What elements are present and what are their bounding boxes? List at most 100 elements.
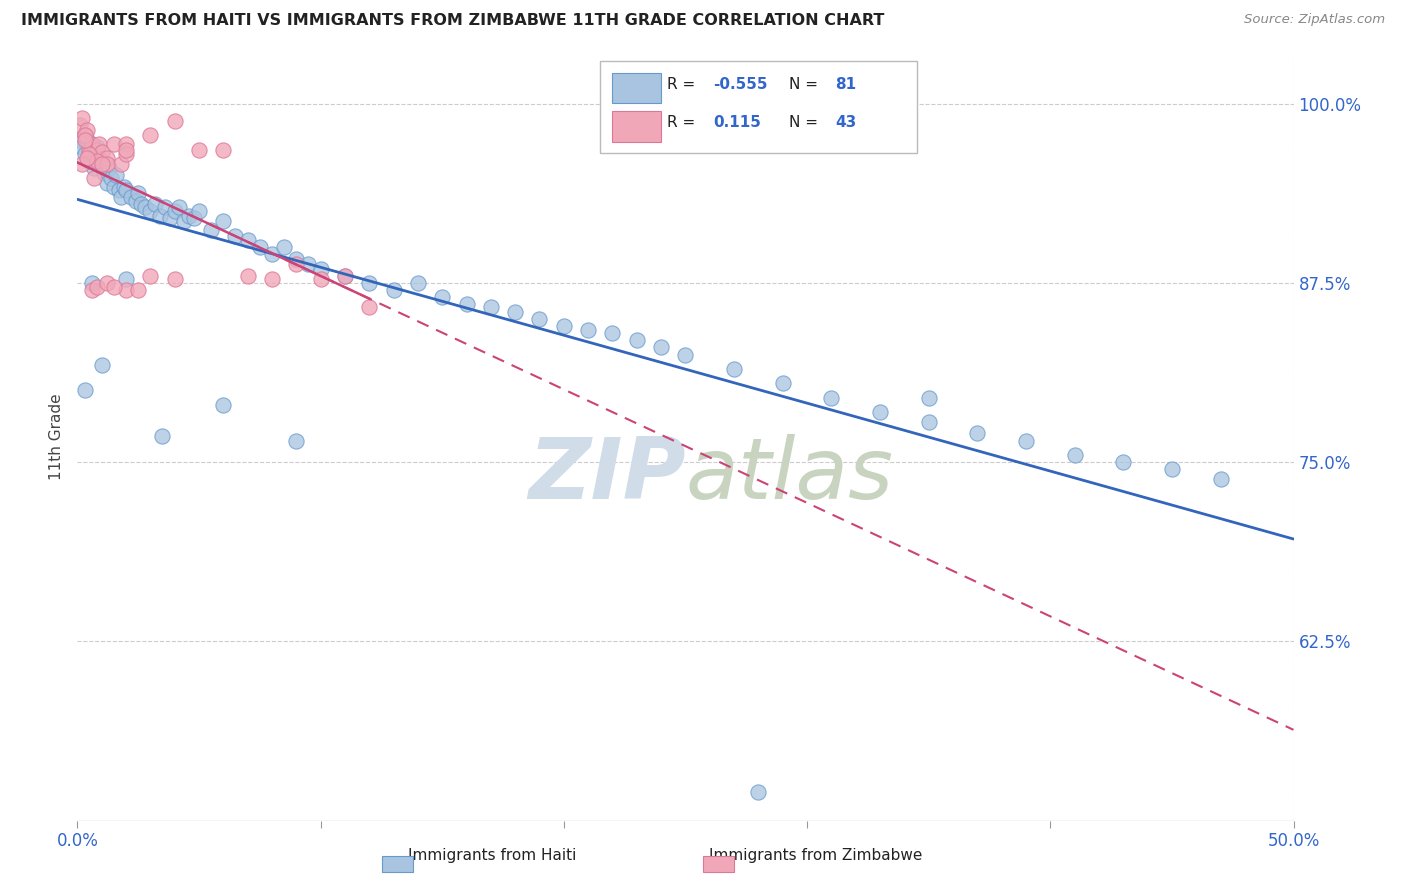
Point [96, 176, 118, 190]
Point [80, 276, 103, 290]
Point [260, 247, 283, 261]
Point [159, 211, 181, 226]
Text: R =: R = [668, 115, 700, 130]
Point [80, 283, 103, 297]
Point [89, 151, 111, 165]
Point [723, 362, 745, 376]
Point [285, 257, 308, 271]
Point [110, 190, 132, 204]
Point [73, 384, 96, 398]
Point [107, 183, 129, 197]
Point [89, 136, 111, 151]
Point [97, 161, 120, 176]
Point [173, 214, 195, 228]
Point [456, 297, 478, 311]
Point [86, 139, 108, 153]
Point [127, 283, 149, 297]
Point [188, 143, 211, 157]
Point [96, 157, 118, 171]
Point [285, 252, 308, 266]
Text: atlas: atlas [686, 434, 893, 517]
Point [73, 147, 96, 161]
FancyBboxPatch shape [600, 62, 917, 153]
Point [163, 204, 186, 219]
Point [260, 271, 283, 285]
Point [103, 280, 125, 294]
Text: IMMIGRANTS FROM HAITI VS IMMIGRANTS FROM ZIMBABWE 11TH GRADE CORRELATION CHART: IMMIGRANTS FROM HAITI VS IMMIGRANTS FROM… [21, 13, 884, 29]
Point [553, 318, 575, 333]
Point [359, 276, 381, 290]
Text: N =: N = [789, 77, 823, 92]
Point [96, 151, 118, 165]
Text: 0.115: 0.115 [713, 115, 761, 130]
Point [153, 200, 176, 214]
Point [139, 268, 162, 283]
Point [110, 157, 132, 171]
Text: 81: 81 [835, 77, 856, 92]
FancyBboxPatch shape [613, 112, 661, 142]
Point [430, 290, 453, 304]
Point [73, 128, 96, 143]
Point [224, 228, 246, 243]
Point [212, 398, 235, 412]
Point [112, 179, 135, 194]
Point [297, 257, 319, 271]
Point [529, 311, 551, 326]
Point [602, 326, 624, 340]
Point [83, 161, 105, 176]
Point [115, 183, 138, 197]
Text: ZIP: ZIP [527, 434, 686, 517]
Point [120, 190, 142, 204]
Point [576, 323, 599, 337]
Point [103, 136, 125, 151]
Text: -0.555: -0.555 [713, 77, 768, 92]
Point [152, 429, 174, 443]
Point [100, 171, 122, 186]
Point [93, 165, 115, 179]
Point [1063, 448, 1085, 462]
Point [285, 434, 308, 448]
Point [139, 128, 162, 143]
Point [382, 283, 405, 297]
Point [406, 276, 429, 290]
Point [86, 154, 108, 169]
Point [273, 240, 295, 254]
Point [79, 147, 101, 161]
Text: Immigrants from Zimbabwe: Immigrants from Zimbabwe [709, 848, 922, 863]
Point [479, 301, 502, 315]
Point [115, 136, 138, 151]
Point [188, 204, 211, 219]
Point [80, 136, 103, 151]
Point [103, 179, 125, 194]
Point [918, 415, 941, 429]
Point [869, 405, 891, 419]
Point [79, 154, 101, 169]
Point [918, 391, 941, 405]
Point [90, 145, 112, 160]
Point [105, 169, 128, 183]
Point [70, 157, 93, 171]
Point [83, 171, 105, 186]
Point [127, 186, 149, 200]
Point [76, 132, 98, 146]
Point [212, 143, 235, 157]
Point [820, 391, 842, 405]
Point [675, 348, 697, 362]
Point [86, 280, 108, 294]
Point [772, 376, 794, 391]
Point [80, 143, 103, 157]
Point [163, 271, 186, 285]
Point [134, 200, 156, 214]
Point [309, 271, 332, 285]
Point [73, 128, 96, 143]
Point [626, 333, 648, 347]
Point [125, 194, 148, 209]
Point [70, 139, 93, 153]
Point [1112, 455, 1135, 469]
Point [966, 426, 988, 441]
Point [249, 240, 271, 254]
Point [149, 209, 172, 223]
Point [86, 143, 108, 157]
Point [69, 132, 91, 146]
Point [96, 276, 118, 290]
